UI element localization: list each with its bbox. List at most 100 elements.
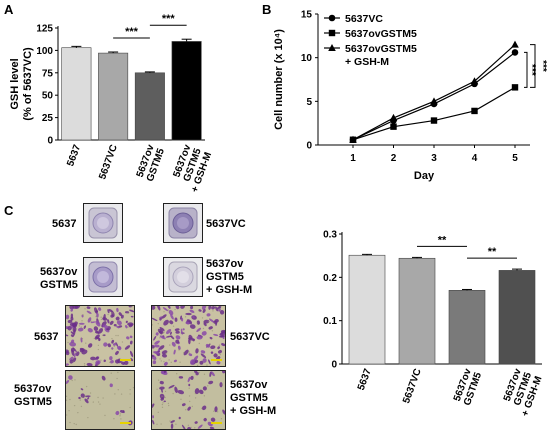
- stained-cell: [83, 325, 87, 329]
- stained-cell: [190, 375, 194, 380]
- stained-cell: [107, 319, 110, 324]
- stained-cell: [213, 353, 218, 358]
- scale-bar: [211, 422, 222, 424]
- stained-cell: [170, 423, 174, 429]
- membrane-pore: [66, 414, 68, 416]
- stained-cell: [66, 334, 69, 337]
- membrane-pore: [213, 322, 216, 325]
- stained-cell: [159, 386, 165, 390]
- od-bar: [498, 270, 536, 365]
- dish-well-icon: [168, 261, 198, 293]
- stained-cell: [217, 306, 221, 310]
- membrane-pore: [179, 361, 181, 363]
- stained-cell: [86, 310, 92, 314]
- chart-od580: 0 0.1 0.2 0.3 OD 580 5637 5637VC 5637ovGSTM5 563…: [310, 230, 544, 418]
- membrane-pore: [189, 400, 191, 403]
- stained-cell: [175, 335, 181, 340]
- stained-cell: [72, 306, 79, 309]
- micro-label-5637: 5637: [34, 331, 59, 343]
- stained-cell: [111, 339, 115, 344]
- membrane-pore: [68, 409, 70, 412]
- stained-cell: [90, 356, 96, 361]
- x-tick-label: 5637: [65, 143, 83, 168]
- stained-cell: [115, 342, 119, 347]
- stained-cell: [189, 309, 195, 313]
- stained-cell: [180, 306, 185, 309]
- significance-bracket: [530, 44, 536, 88]
- membrane-pore: [174, 308, 176, 311]
- stained-cell: [126, 336, 130, 340]
- stained-cell: [87, 343, 93, 348]
- micrograph-5637ovgstm5-gshm: [151, 370, 226, 430]
- od-bar: [348, 254, 386, 365]
- membrane-pore: [198, 428, 200, 429]
- membrane-pore: [129, 388, 131, 391]
- significance-group: ***: [537, 60, 548, 72]
- gsh-bar: [98, 52, 129, 141]
- membrane-pore: [198, 371, 200, 374]
- data-point: [511, 84, 519, 91]
- stained-cell: [116, 320, 122, 326]
- data-point: [430, 117, 438, 124]
- membrane-pore: [172, 419, 174, 422]
- stained-cell: [111, 310, 115, 318]
- stained-cell: [188, 334, 193, 339]
- stained-cell: [194, 388, 200, 395]
- dish-well-icon: [88, 261, 118, 293]
- stained-cell: [67, 325, 72, 331]
- stained-cell: [96, 313, 99, 318]
- stained-cell: [66, 363, 69, 366]
- stained-cell: [153, 336, 157, 341]
- stained-cell: [187, 406, 191, 411]
- legend-marker: [328, 29, 336, 37]
- data-point: [511, 49, 519, 56]
- stained-cell: [75, 351, 80, 357]
- membrane-pore: [221, 384, 223, 386]
- stained-cell: [123, 360, 129, 365]
- membrane-pore: [102, 334, 104, 336]
- stained-cell: [202, 386, 207, 391]
- stained-cell: [152, 420, 155, 425]
- stained-cell: [175, 330, 180, 334]
- membrane-pore: [169, 344, 171, 346]
- stained-cell: [72, 326, 77, 333]
- stained-cell: [166, 328, 172, 335]
- stained-cell: [95, 320, 101, 327]
- membrane-pore: [82, 314, 84, 316]
- membrane-pore: [114, 393, 116, 395]
- stained-cell: [180, 328, 183, 335]
- stained-cell: [193, 355, 199, 361]
- stained-cell: [129, 335, 133, 339]
- membrane-pore: [207, 321, 210, 323]
- stained-cell: [222, 409, 225, 415]
- stained-cell: [187, 376, 191, 383]
- membrane-pore: [190, 426, 192, 429]
- dish-image-5637ovgstm5: [83, 257, 123, 297]
- stained-cell: [196, 335, 203, 340]
- stained-cell: [210, 351, 214, 354]
- stained-cell: [130, 315, 134, 318]
- membrane-pore: [188, 395, 191, 397]
- stained-cell: [94, 307, 98, 314]
- stained-cell: [174, 386, 178, 394]
- membrane-pore: [89, 392, 92, 394]
- membrane-pore: [81, 320, 83, 322]
- stained-cell: [129, 309, 134, 313]
- stained-cell: [103, 313, 106, 321]
- x-tick-label: 5637VC: [97, 143, 120, 181]
- membrane-pore: [218, 344, 221, 346]
- stained-cell: [194, 421, 198, 424]
- stained-cell: [114, 359, 120, 364]
- y-axis-title-group: GSH level(% of 5637VC): [9, 47, 34, 121]
- membrane-pore: [211, 330, 214, 332]
- od-bar: [448, 290, 486, 365]
- stained-cell: [103, 359, 106, 363]
- stained-cell: [170, 335, 175, 340]
- membrane-pore: [206, 364, 208, 366]
- micrograph-5637ovgstm5: [65, 370, 135, 430]
- y-axis-title-group: Cell number (x 10⁴): [273, 29, 285, 130]
- stained-cell: [197, 424, 203, 429]
- membrane-pore: [127, 326, 129, 328]
- stained-cell: [187, 426, 192, 429]
- stained-cell: [85, 395, 91, 398]
